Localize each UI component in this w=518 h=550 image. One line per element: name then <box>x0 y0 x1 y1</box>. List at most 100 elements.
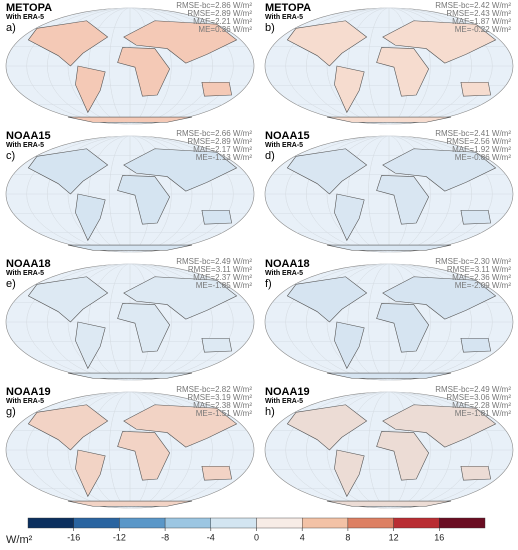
continent <box>286 404 368 451</box>
continent <box>460 465 492 481</box>
panel-title: NOAA15 <box>6 130 51 142</box>
panel-stat: RMSE=3.06 W/m² <box>446 393 511 402</box>
panel-stat: RMSE-bc=2.42 W/m² <box>435 1 511 10</box>
colorbar-tick-label: 16 <box>434 532 444 542</box>
continent <box>376 303 430 353</box>
panel-stat: MAE=2.17 W/m² <box>193 145 252 154</box>
panel-title: NOAA18 <box>6 258 51 270</box>
colorbar-bin <box>347 517 394 529</box>
map-panel <box>5 391 255 509</box>
panel-stat: ME=-1.81 W/m² <box>455 409 512 418</box>
panel-title: METOPA <box>6 2 52 14</box>
continent <box>123 404 238 448</box>
continent <box>326 244 452 251</box>
panel-stat: RMSE=2.89 W/m² <box>187 137 252 146</box>
map-panel <box>5 135 255 253</box>
panel-stat: MAE=2.36 W/m² <box>452 273 511 282</box>
continent <box>67 116 193 123</box>
panel-stat: RMSE-bc=2.86 W/m² <box>176 1 252 10</box>
colorbar-tick-label: 12 <box>389 532 399 542</box>
panel-subtitle: With ERA-5 <box>6 398 44 405</box>
map-panel <box>264 7 514 125</box>
continent <box>27 276 109 323</box>
continent <box>201 81 233 97</box>
graticule <box>285 263 493 381</box>
continent <box>27 148 109 195</box>
continent <box>326 372 452 379</box>
continent <box>334 449 365 498</box>
panel-stat: RMSE=3.11 W/m² <box>447 265 511 274</box>
continent <box>334 65 365 114</box>
continent <box>67 372 193 379</box>
panel-label: d) <box>265 150 275 162</box>
panel-title: METOPA <box>265 2 311 14</box>
map-panel <box>5 7 255 125</box>
panel-stat: RMSE=2.56 W/m² <box>446 137 511 146</box>
colorbar-bin <box>439 517 486 529</box>
continent <box>117 303 171 353</box>
panel-subtitle: With ERA-5 <box>6 14 44 21</box>
graticule <box>26 7 234 125</box>
continent <box>123 276 238 320</box>
continent <box>201 209 233 225</box>
panel-stat: RMSE-bc=2.30 W/m² <box>435 257 511 266</box>
panel-label: c) <box>6 150 15 162</box>
colorbar-tick-label: 0 <box>254 532 259 542</box>
panel-stat: ME=0.36 W/m² <box>198 25 252 34</box>
continent <box>75 65 106 114</box>
continent <box>201 337 233 353</box>
panel-title: NOAA18 <box>265 258 310 270</box>
continent <box>75 193 106 242</box>
colorbar-tick-label: -4 <box>207 532 215 542</box>
continent <box>382 276 497 320</box>
continent <box>123 148 238 192</box>
continent <box>75 449 106 498</box>
panel-stat: MAE=1.92 W/m² <box>452 145 511 154</box>
continent <box>286 148 368 195</box>
continent <box>117 47 171 97</box>
continent <box>27 404 109 451</box>
continent <box>460 337 492 353</box>
panel-subtitle: With ERA-5 <box>265 14 303 21</box>
continent <box>382 148 497 192</box>
colorbar-bin <box>302 517 349 529</box>
map-panel <box>264 391 514 509</box>
panel-stat: MAE=2.37 W/m² <box>193 273 252 282</box>
continent <box>334 321 365 370</box>
panel-subtitle: With ERA-5 <box>265 142 303 149</box>
panel-stat: MAE=1.87 W/m² <box>452 17 511 26</box>
colorbar-bin <box>73 517 120 529</box>
colorbar-bin <box>256 517 303 529</box>
panel-stat: RMSE-bc=2.49 W/m² <box>176 257 252 266</box>
panel-title: NOAA19 <box>6 386 51 398</box>
panel-stat: RMSE=3.19 W/m² <box>187 393 252 402</box>
continent <box>376 175 430 225</box>
colorbar-tick-label: 4 <box>300 532 305 542</box>
panel-stat: RMSE-bc=2.66 W/m² <box>176 129 252 138</box>
panel-stat: ME=-0.22 W/m² <box>455 25 512 34</box>
panel-stat: ME=-2.09 W/m² <box>455 281 512 290</box>
colorbar-bin <box>210 517 257 529</box>
panel-label: b) <box>265 22 275 34</box>
colorbar-tick-label: -12 <box>113 532 126 542</box>
panel-stat: MAE=2.38 W/m² <box>193 401 252 410</box>
continent <box>75 321 106 370</box>
panel-stat: RMSE-bc=2.49 W/m² <box>435 385 511 394</box>
panel-subtitle: With ERA-5 <box>6 142 44 149</box>
panel-subtitle: With ERA-5 <box>265 398 303 405</box>
colorbar-bin <box>27 517 74 529</box>
continent <box>376 47 430 97</box>
panel-stat: ME=-1.85 W/m² <box>196 281 253 290</box>
panel-stat: ME=-0.86 W/m² <box>455 153 512 162</box>
graticule <box>285 135 493 253</box>
continent <box>286 20 368 67</box>
map-panel <box>264 135 514 253</box>
continent <box>67 244 193 251</box>
panel-stat: ME=-1.13 W/m² <box>196 153 253 162</box>
continent <box>123 20 238 64</box>
continent <box>117 175 171 225</box>
continent <box>67 500 193 507</box>
colorbar-tick-label: -16 <box>67 532 80 542</box>
continent <box>382 20 497 64</box>
